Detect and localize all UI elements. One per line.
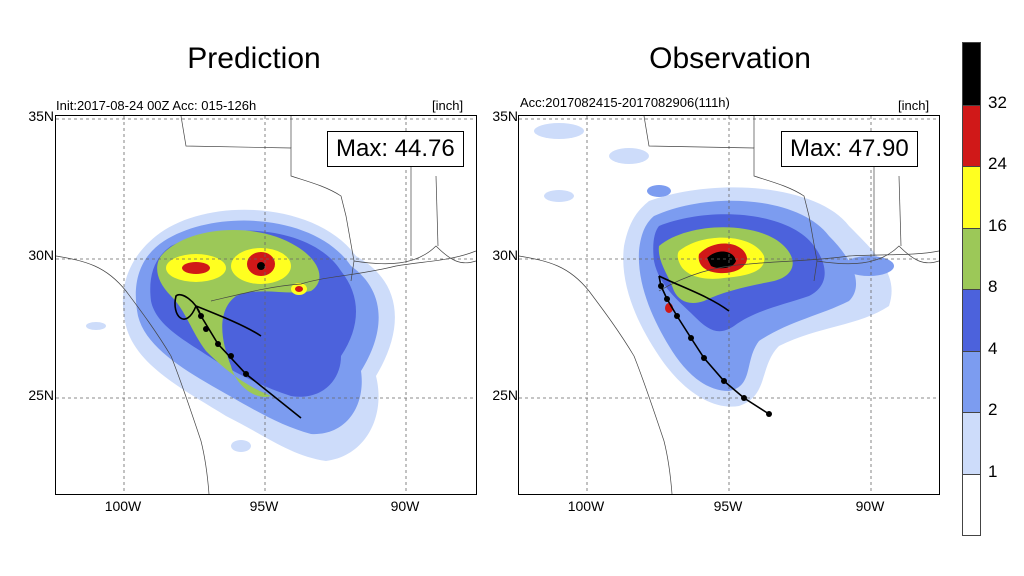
observation-track-points: [658, 283, 772, 417]
prediction-gridlines: [56, 116, 476, 494]
observation-gridlines: [519, 116, 939, 494]
lat-label-35n-right: 35N: [492, 108, 518, 124]
lon-label-90w-right: 90W: [855, 498, 885, 514]
prediction-precip-24in: [182, 252, 303, 292]
prediction-subtitle: Init:2017-08-24 00Z Acc: 015-126h: [56, 98, 257, 113]
colorbar-label: 32: [988, 92, 1007, 112]
prediction-max-box: Max: 44.76: [327, 131, 464, 167]
observation-map: Max: 47.90: [518, 115, 940, 495]
prediction-map-canvas: [56, 116, 476, 494]
colorbar: [962, 42, 981, 536]
lon-label-95w-left: 95W: [249, 498, 279, 514]
colorbar-segment: [963, 412, 980, 474]
colorbar-label: 16: [988, 215, 1007, 235]
colorbar-segment: [963, 227, 980, 289]
observation-subtitle: Acc:2017082415-2017082906(111h): [520, 95, 730, 110]
prediction-track-points: [198, 313, 249, 377]
lat-label-25n-left: 25N: [28, 387, 54, 403]
colorbar-label: 2: [988, 400, 998, 419]
colorbar-segment: [963, 43, 980, 105]
lon-label-100w-right: 100W: [567, 498, 605, 514]
prediction-boundaries: [56, 116, 476, 494]
lon-label-90w-left: 90W: [390, 498, 420, 514]
colorbar-segment: [963, 166, 980, 228]
colorbar-label: 8: [988, 277, 998, 296]
lon-label-100w-left: 100W: [104, 498, 142, 514]
colorbar-label: 4: [988, 338, 998, 358]
lat-label-30n-right: 30N: [492, 247, 518, 263]
lat-label-25n-right: 25N: [492, 387, 518, 403]
observation-title: Observation: [649, 42, 811, 75]
observation-boundaries: [519, 116, 939, 494]
colorbar-segment: [963, 104, 980, 166]
colorbar-segment: [963, 289, 980, 351]
colorbar-segment: [963, 350, 980, 412]
observation-map-canvas: [519, 116, 939, 494]
colorbar-segment: [963, 473, 980, 535]
prediction-unit: [inch]: [432, 98, 464, 113]
observation-max-box: Max: 47.90: [781, 131, 918, 167]
lat-label-30n-left: 30N: [28, 247, 54, 263]
colorbar-label: 1: [988, 461, 998, 481]
lon-label-95w-right: 95W: [713, 498, 743, 514]
prediction-map: Max: 44.76: [55, 115, 477, 495]
prediction-title: Prediction: [187, 42, 321, 75]
colorbar-label: 24: [988, 154, 1007, 173]
lat-label-35n-left: 35N: [28, 108, 54, 124]
observation-unit: [inch]: [898, 98, 930, 113]
